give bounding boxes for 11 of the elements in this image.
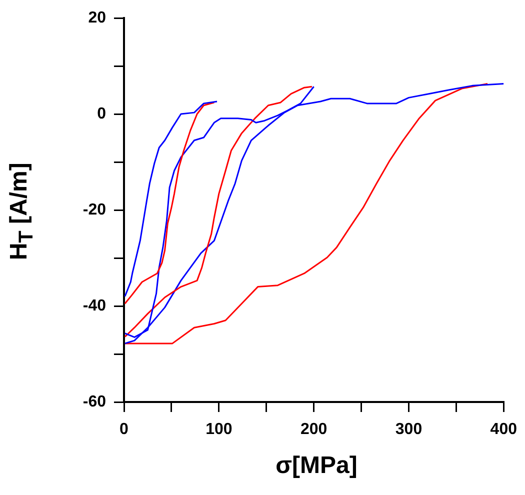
- x-tick-label: 0: [120, 421, 129, 438]
- y-tick-label: -20: [82, 201, 106, 218]
- y-tick-label: -60: [82, 393, 106, 410]
- y-tick-label: -40: [82, 297, 106, 314]
- x-tick-label: 200: [300, 421, 328, 438]
- x-tick-label: 300: [395, 421, 422, 438]
- x-axis-title: σ[MPa]: [274, 452, 358, 480]
- x-tick-label: 100: [206, 421, 232, 438]
- y-tick-label: 0: [97, 105, 106, 122]
- y-tick-label: 20: [88, 9, 106, 26]
- x-tick-label: 400: [490, 421, 518, 438]
